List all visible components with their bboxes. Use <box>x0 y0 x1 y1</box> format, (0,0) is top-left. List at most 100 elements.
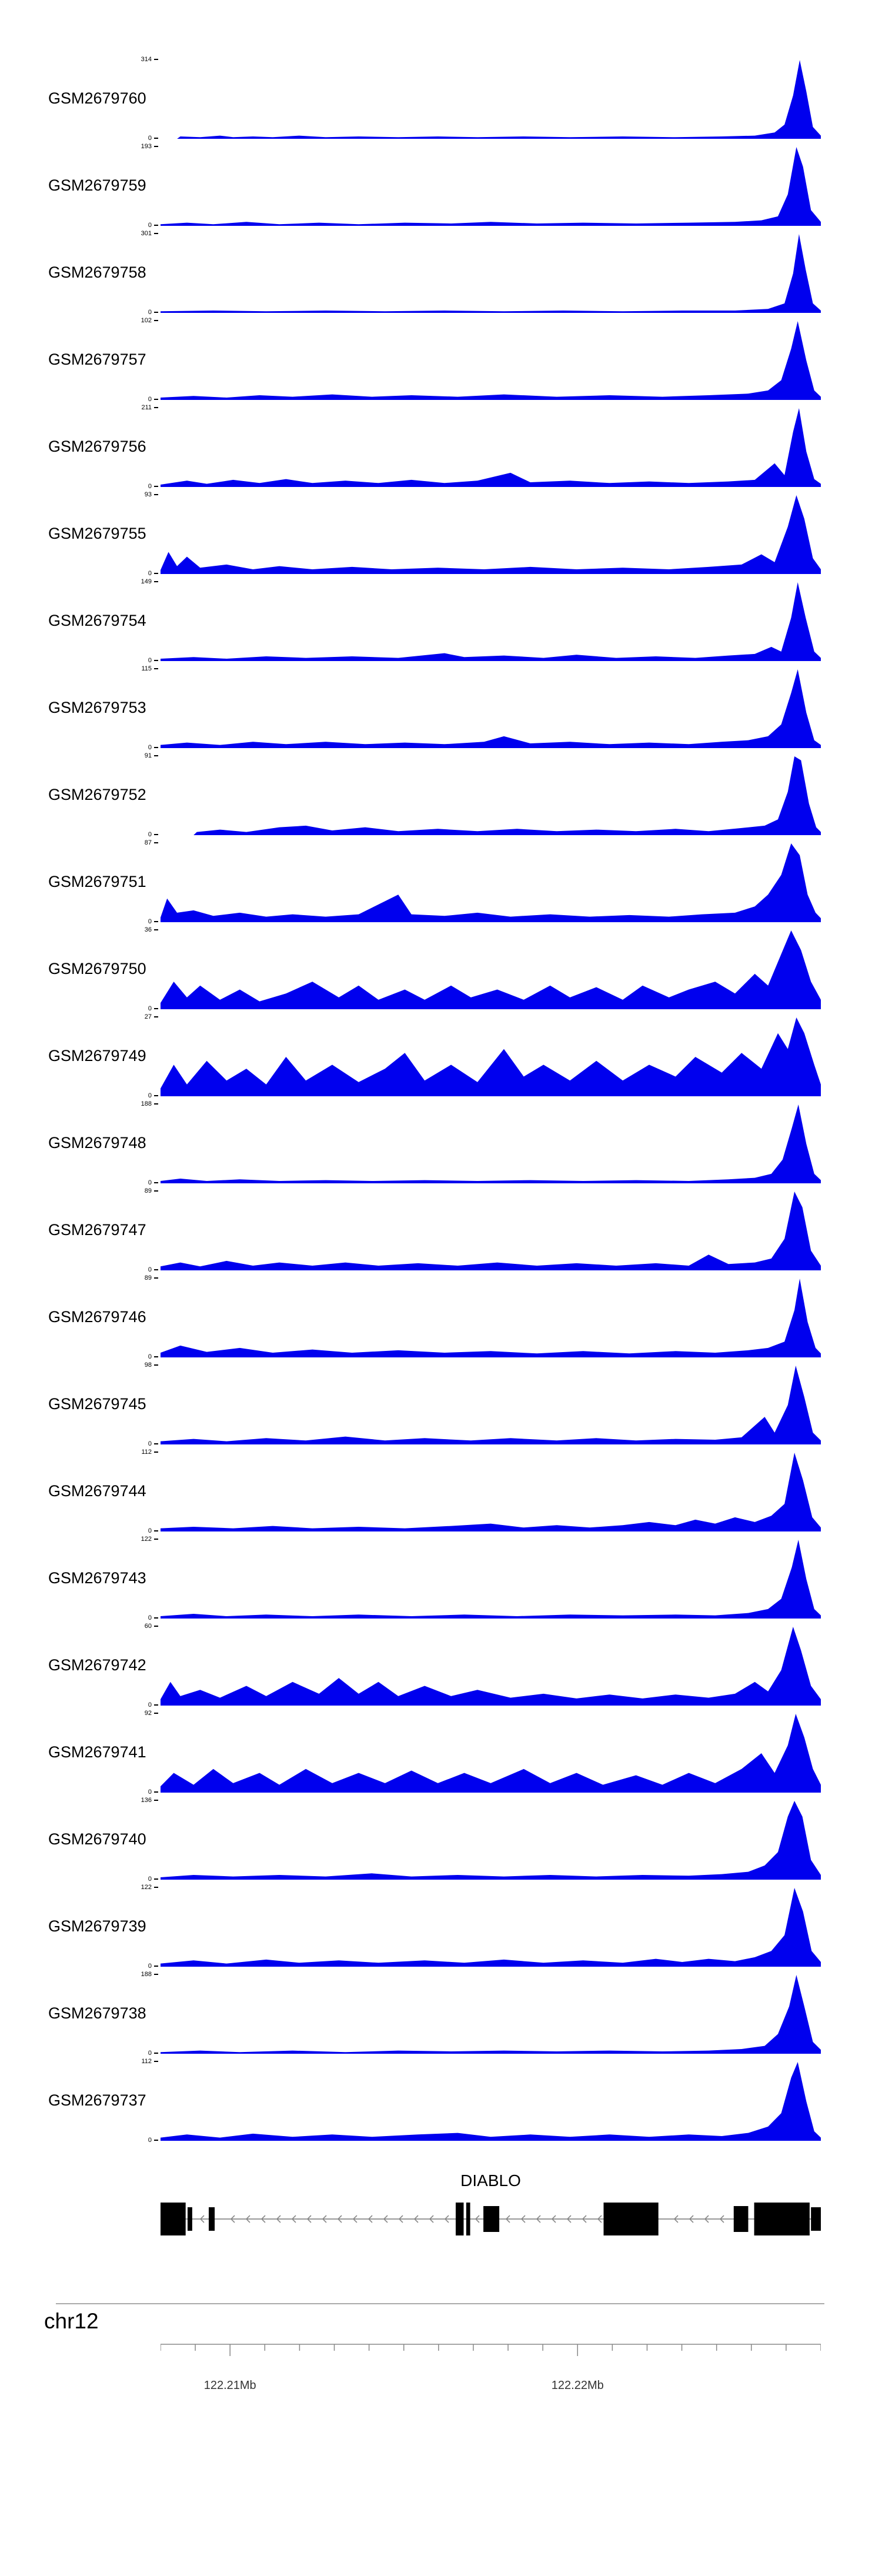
track-axis-max-value: 188 <box>141 1100 152 1107</box>
strand-arrow-icon <box>368 2215 373 2223</box>
signal-track-row: GSM2679754 149 0 <box>0 578 882 665</box>
strand-arrow-icon <box>566 2215 572 2223</box>
coverage-area-plot <box>161 756 821 835</box>
axis-tick-top <box>154 1626 158 1627</box>
track-label: GSM2679743 <box>48 1569 146 1587</box>
track-label: GSM2679737 <box>48 2091 146 2109</box>
axis-tick-top <box>154 1190 158 1192</box>
signal-track-row: GSM2679748 188 0 <box>0 1100 882 1187</box>
track-label: GSM2679741 <box>48 1743 146 1761</box>
gene-name-label: DIABLO <box>460 2171 521 2190</box>
coverage-area-plot <box>161 321 821 400</box>
axis-tick-top <box>154 320 158 321</box>
track-axis-zero-value: 0 <box>148 396 152 403</box>
axis-tick-bottom <box>154 225 158 226</box>
strand-arrow-icon <box>413 2215 419 2223</box>
track-label: GSM2679742 <box>48 1656 146 1674</box>
strand-arrow-icon <box>536 2215 541 2223</box>
track-axis-zero-value: 0 <box>148 1876 152 1883</box>
strand-arrow-icon <box>245 2215 250 2223</box>
signal-track-row: GSM2679750 36 0 <box>0 926 882 1013</box>
gene-exon <box>456 2203 464 2235</box>
axis-tick-bottom <box>154 2140 158 2141</box>
axis-tick-bottom <box>154 1182 158 1183</box>
gene-exon <box>733 2206 749 2232</box>
track-axis-max-value: 60 <box>144 1623 152 1630</box>
track-label: GSM2679748 <box>48 1134 146 1152</box>
track-axis-zero-value: 0 <box>148 1353 152 1360</box>
coverage-area-plot <box>161 60 821 139</box>
axis-tick-top <box>154 2061 158 2062</box>
axis-tick-bottom <box>154 1966 158 1967</box>
axis-tick-top <box>154 1974 158 1975</box>
coverage-area-plot <box>161 1017 821 1096</box>
signal-track-row: GSM2679747 89 0 <box>0 1187 882 1274</box>
track-axis-zero-value: 0 <box>148 1963 152 1970</box>
axis-tick-bottom <box>154 834 158 835</box>
axis-tick-bottom <box>154 399 158 400</box>
coverage-area-plot <box>161 1975 821 2054</box>
coverage-area-plot <box>161 2062 821 2141</box>
axis-tick-top <box>154 755 158 756</box>
track-axis-max-value: 122 <box>141 1884 152 1891</box>
track-label: GSM2679757 <box>48 351 146 368</box>
axis-tick-bottom <box>154 921 158 922</box>
track-axis-zero-value: 0 <box>148 1266 152 1273</box>
axis-tick-bottom <box>154 2053 158 2054</box>
track-axis-max-value: 102 <box>141 317 152 324</box>
track-axis-max-value: 188 <box>141 1971 152 1978</box>
coverage-area-plot <box>161 843 821 922</box>
chromosome-label: chr12 <box>44 2309 99 2333</box>
coordinate-ruler: 122.21Mb 122.22Mb <box>161 2344 821 2392</box>
strand-arrow-icon <box>704 2215 709 2223</box>
signal-track-row: GSM2679760 314 0 <box>0 55 882 142</box>
signal-track-row: GSM2679755 93 0 <box>0 490 882 578</box>
coverage-area-plot <box>161 1279 821 1357</box>
track-axis-max-value: 92 <box>144 1710 152 1717</box>
track-axis-zero-value: 0 <box>148 1005 152 1012</box>
coverage-area-plot <box>161 1801 821 1880</box>
track-axis-max-value: 98 <box>144 1362 152 1369</box>
track-axis-max-value: 87 <box>144 839 152 846</box>
signal-track-row: GSM2679756 211 0 <box>0 403 882 490</box>
track-axis-max-value: 91 <box>144 752 152 759</box>
strand-arrow-icon <box>230 2215 235 2223</box>
strand-arrow-icon <box>322 2215 327 2223</box>
track-axis-max-value: 301 <box>141 230 152 237</box>
axis-tick-top <box>154 842 158 843</box>
track-axis-max-value: 115 <box>141 665 152 672</box>
track-axis-max-value: 122 <box>141 1536 152 1543</box>
axis-tick-bottom <box>154 1095 158 1096</box>
signal-track-row: GSM2679737 112 0 <box>0 2057 882 2144</box>
signal-track-row: GSM2679742 60 0 <box>0 1622 882 1709</box>
track-axis-zero-value: 0 <box>148 2137 152 2144</box>
track-label: GSM2679744 <box>48 1482 146 1500</box>
axis-tick-top <box>154 1713 158 1714</box>
axis-tick-bottom <box>154 1530 158 1531</box>
strand-arrow-icon <box>383 2215 388 2223</box>
track-axis-max-value: 314 <box>141 56 152 63</box>
strand-arrow-icon <box>199 2215 205 2223</box>
track-axis-zero-value: 0 <box>148 309 152 316</box>
axis-tick-top <box>154 1887 158 1888</box>
coverage-area-plot <box>161 1105 821 1183</box>
axis-tick-bottom <box>154 1878 158 1880</box>
signal-track-row: GSM2679745 98 0 <box>0 1361 882 1448</box>
track-label: GSM2679751 <box>48 873 146 890</box>
track-axis-max-value: 93 <box>144 491 152 498</box>
axis-tick-top <box>154 146 158 147</box>
track-axis-zero-value: 0 <box>148 1527 152 1534</box>
track-label: GSM2679754 <box>48 612 146 629</box>
coverage-area-plot <box>161 1540 821 1619</box>
axis-tick-bottom <box>154 1269 158 1270</box>
coverage-area-plot <box>161 1627 821 1706</box>
track-label: GSM2679749 <box>48 1047 146 1065</box>
strand-arrow-icon <box>444 2215 449 2223</box>
track-label: GSM2679758 <box>48 263 146 281</box>
signal-track-row: GSM2679738 188 0 <box>0 1970 882 2057</box>
axis-tick-bottom <box>154 138 158 139</box>
strand-arrow-icon <box>719 2215 724 2223</box>
signal-track-row: GSM2679757 102 0 <box>0 316 882 403</box>
axis-tick-bottom <box>154 1356 158 1357</box>
